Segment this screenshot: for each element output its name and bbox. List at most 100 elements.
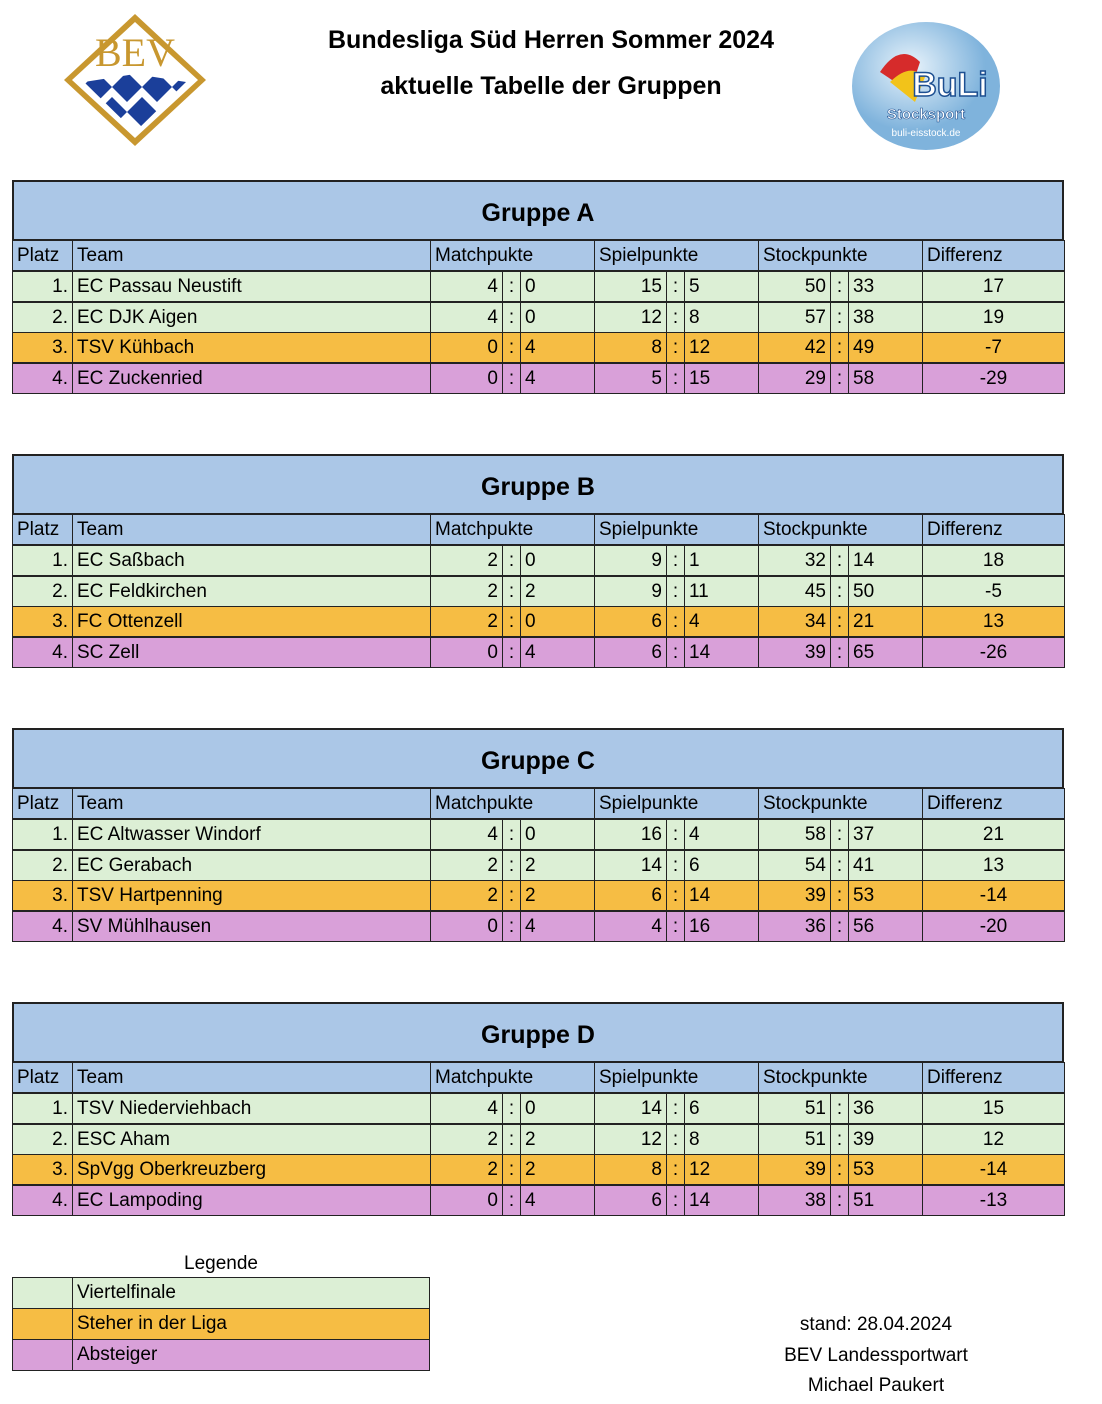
score: 2 [430,1123,503,1155]
separator: : [666,819,685,850]
separator: : [830,1123,849,1155]
separator: : [830,1154,849,1185]
score: 11 [684,575,759,607]
score: 65 [848,636,923,668]
score: 2 [520,880,595,911]
legend-swatch [12,1339,73,1371]
column-header: Differenz [922,240,1065,271]
score: 16 [594,819,667,850]
score: 37 [848,819,923,850]
separator: : [502,1093,521,1124]
rank: 3. [12,880,73,911]
score: 45 [758,575,831,607]
footer-line: stand: 28.04.2024 [799,1314,953,1335]
separator: : [666,849,685,881]
team: ESC Aham [72,1123,431,1155]
score: 4 [520,362,595,394]
rank: 1. [12,545,73,576]
group-title: Gruppe A [12,180,1064,241]
difference: 21 [922,819,1065,850]
team: EC Zuckenried [72,362,431,394]
rank: 1. [12,1093,73,1124]
rank: 2. [12,575,73,607]
separator: : [666,910,685,942]
column-header: Differenz [922,1062,1065,1093]
separator: : [666,606,685,637]
rank: 4. [12,362,73,394]
rank: 4. [12,910,73,942]
column-header: Stockpunkte [758,1062,923,1093]
difference: -26 [922,636,1065,668]
team: EC Saßbach [72,545,431,576]
difference: -7 [922,332,1065,363]
separator: : [666,362,685,394]
score: 4 [430,1093,503,1124]
group-title: Gruppe B [12,454,1064,515]
score: 2 [430,880,503,911]
column-header: Differenz [922,788,1065,819]
column-header: Team [72,1062,431,1093]
score: 4 [520,1184,595,1216]
score: 14 [684,880,759,911]
separator: : [830,1184,849,1216]
difference: 13 [922,849,1065,881]
score: 2 [430,575,503,607]
score: 6 [594,606,667,637]
score: 0 [430,636,503,668]
separator: : [502,575,521,607]
separator: : [666,271,685,302]
team: SpVgg Oberkreuzberg [72,1154,431,1185]
separator: : [830,545,849,576]
score: 2 [430,545,503,576]
column-header: Matchpukte [430,514,595,545]
score: 50 [848,575,923,607]
score: 12 [684,1154,759,1185]
footer-line: BEV Landessportwart [784,1344,968,1366]
score: 2 [520,849,595,881]
team: EC Altwasser Windorf [72,819,431,850]
separator: : [502,1184,521,1216]
separator: : [830,606,849,637]
separator: : [830,1093,849,1124]
team: EC Lampoding [72,1184,431,1216]
column-header: Matchpukte [430,1062,595,1093]
score: 15 [684,362,759,394]
team: TSV Hartpenning [72,880,431,911]
separator: : [502,362,521,394]
score: 1 [684,545,759,576]
column-header: Spielpunkte [594,514,759,545]
separator: : [502,301,521,333]
difference: -14 [922,880,1065,911]
separator: : [502,636,521,668]
score: 2 [430,1154,503,1185]
column-header: Platz [12,514,73,545]
score: 0 [520,545,595,576]
rank: 2. [12,301,73,333]
score: 4 [430,271,503,302]
score: 39 [758,880,831,911]
score: 8 [594,1154,667,1185]
difference: 12 [922,1123,1065,1155]
separator: : [666,1184,685,1216]
column-header: Stockpunkte [758,240,923,271]
difference: 17 [922,271,1065,302]
score: 15 [594,271,667,302]
team: SV Mühlhausen [72,910,431,942]
score: 34 [758,606,831,637]
logo-url: buli-eisstock.de [892,128,961,139]
column-header: Spielpunkte [594,1062,759,1093]
score: 14 [848,545,923,576]
difference: 19 [922,301,1065,333]
score: 0 [520,819,595,850]
score: 8 [594,332,667,363]
score: 58 [848,362,923,394]
score: 38 [758,1184,831,1216]
legend-label: Absteiger [72,1339,430,1371]
legend-title: Legende [184,1253,258,1274]
column-header: Team [72,514,431,545]
separator: : [502,910,521,942]
legend-label: Steher in der Liga [72,1308,430,1340]
separator: : [830,910,849,942]
score: 51 [848,1184,923,1216]
separator: : [502,1154,521,1185]
